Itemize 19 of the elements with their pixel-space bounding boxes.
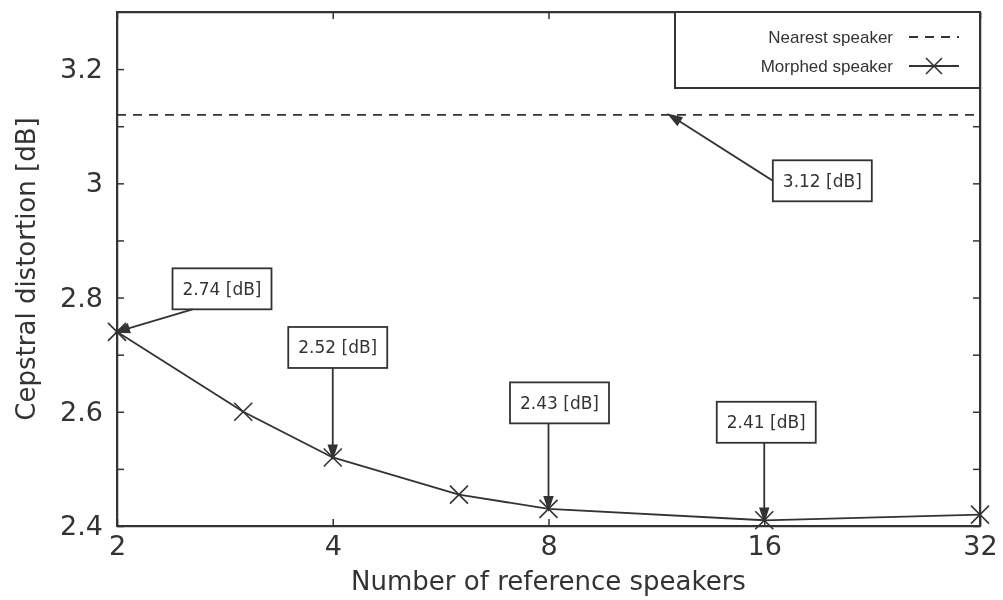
legend-label: Morphed speaker	[760, 57, 894, 76]
y-tick-label: 2.8	[60, 281, 103, 313]
x-tick-label: 4	[324, 530, 342, 562]
data-label: 2.52 [dB]	[298, 337, 378, 358]
data-label: 2.74 [dB]	[182, 278, 262, 299]
annotation: 3.12 [dB]	[782, 170, 862, 191]
y-axis-title: Cepstral distortion [dB]	[11, 117, 41, 421]
data-label: 2.41 [dB]	[726, 412, 806, 433]
x-tick-label: 8	[540, 530, 558, 562]
x-tick-label: 16	[747, 530, 782, 562]
y-tick-label: 3.2	[60, 53, 103, 85]
data-label: 2.43 [dB]	[520, 392, 599, 413]
y-tick-label: 3	[85, 167, 103, 199]
x-axis-title: Number of reference speakers	[351, 566, 746, 596]
legend-label: Nearest speaker	[768, 28, 894, 47]
x-tick-label: 2	[108, 530, 127, 562]
x-tick-label: 32	[963, 530, 998, 562]
y-tick-label: 2.6	[60, 395, 103, 427]
y-tick-label: 2.4	[60, 510, 103, 542]
